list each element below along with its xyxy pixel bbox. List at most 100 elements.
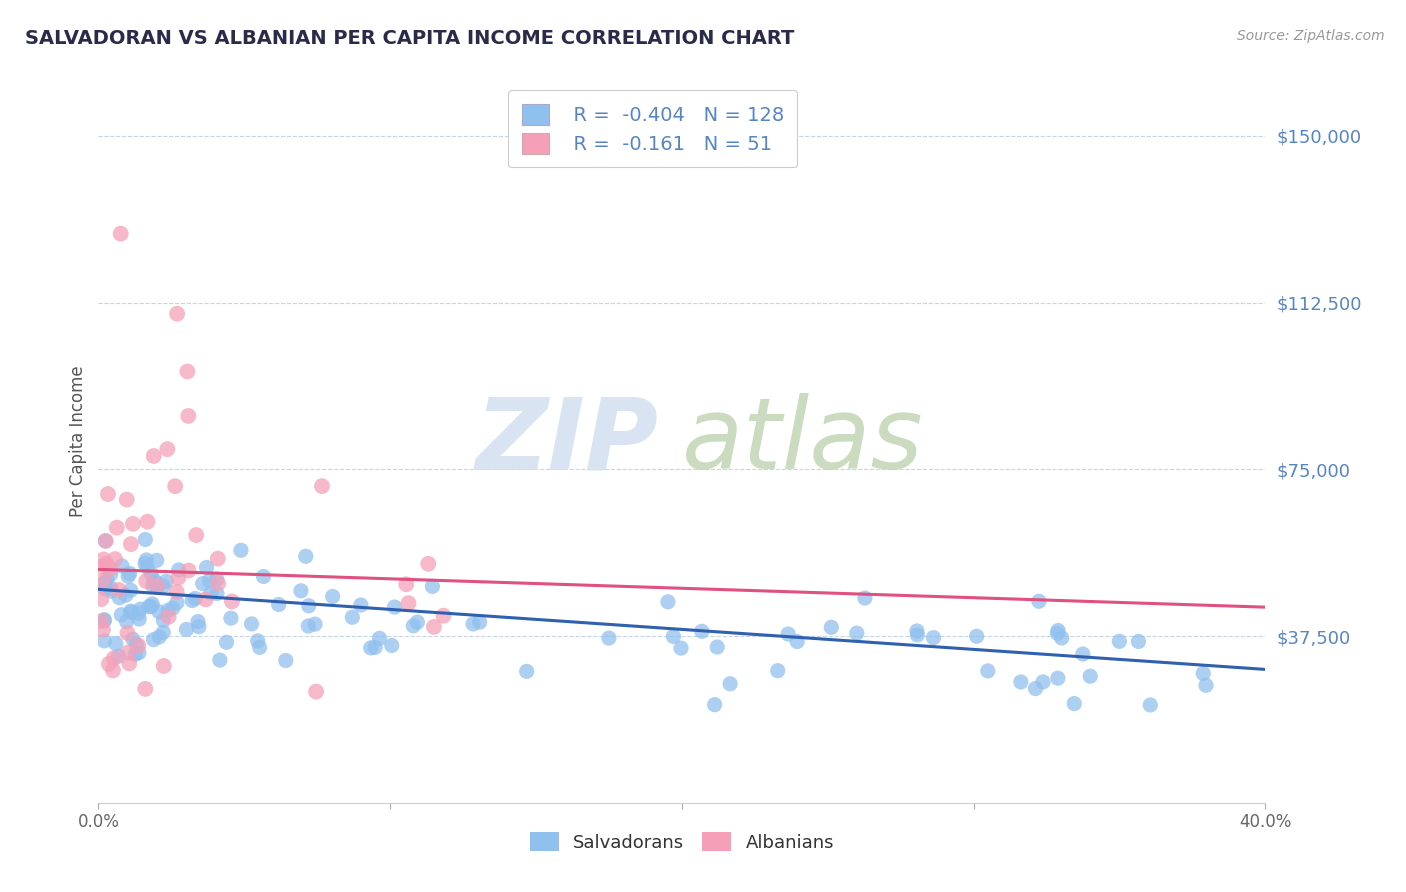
Point <box>718 677 741 691</box>
Point <box>820 620 842 634</box>
Point <box>249 640 271 655</box>
Point <box>1047 624 1070 638</box>
Point <box>90 559 112 574</box>
Point <box>165 479 187 493</box>
Point <box>905 628 928 642</box>
Point <box>221 594 243 608</box>
Point <box>166 596 188 610</box>
Point <box>98 562 121 576</box>
Point <box>1139 698 1161 712</box>
Point <box>97 657 120 671</box>
Point <box>766 664 789 678</box>
Point <box>141 597 163 611</box>
Point <box>468 615 491 629</box>
Point <box>117 626 139 640</box>
Point <box>198 574 221 588</box>
Point <box>187 615 209 629</box>
Point <box>127 607 149 621</box>
Point <box>364 640 387 655</box>
Point <box>117 646 139 660</box>
Point <box>108 582 131 597</box>
Point <box>152 614 174 628</box>
Point <box>166 585 188 599</box>
Point <box>93 613 115 627</box>
Point <box>200 586 222 600</box>
Point <box>100 581 122 595</box>
Point <box>662 629 685 643</box>
Point <box>141 599 163 614</box>
Point <box>125 638 148 652</box>
Point <box>208 653 231 667</box>
Point <box>93 576 115 591</box>
Point <box>142 449 165 463</box>
Point <box>905 624 928 638</box>
Point <box>96 557 118 571</box>
Point <box>246 633 269 648</box>
Point <box>297 619 319 633</box>
Point <box>94 533 117 548</box>
Point <box>146 579 169 593</box>
Point <box>117 569 139 583</box>
Point <box>91 623 114 637</box>
Point <box>205 586 228 600</box>
Point <box>94 533 117 548</box>
Point <box>922 631 945 645</box>
Point <box>93 552 115 566</box>
Text: Source: ZipAtlas.com: Source: ZipAtlas.com <box>1237 29 1385 43</box>
Point <box>120 537 142 551</box>
Point <box>166 307 188 321</box>
Point <box>1195 678 1218 692</box>
Point <box>398 596 420 610</box>
Point <box>118 657 141 671</box>
Point <box>135 553 157 567</box>
Point <box>706 640 728 654</box>
Point <box>152 579 174 593</box>
Point <box>423 620 446 634</box>
Point <box>94 582 117 596</box>
Point <box>191 576 214 591</box>
Point <box>120 606 142 620</box>
Point <box>418 557 440 571</box>
Point <box>384 600 406 615</box>
Point <box>157 609 180 624</box>
Point <box>108 591 131 605</box>
Point <box>181 593 204 607</box>
Point <box>778 627 800 641</box>
Point <box>219 611 242 625</box>
Point <box>129 602 152 616</box>
Point <box>110 227 132 241</box>
Point <box>1025 681 1047 696</box>
Point <box>128 646 150 660</box>
Point <box>121 632 143 646</box>
Point <box>432 608 454 623</box>
Point <box>966 629 988 643</box>
Text: SALVADORAN VS ALBANIAN PER CAPITA INCOME CORRELATION CHART: SALVADORAN VS ALBANIAN PER CAPITA INCOME… <box>25 29 794 47</box>
Point <box>305 684 328 698</box>
Point <box>1108 634 1130 648</box>
Point <box>152 625 174 640</box>
Point <box>322 590 344 604</box>
Point <box>107 649 129 664</box>
Point <box>252 569 274 583</box>
Point <box>461 616 484 631</box>
Point <box>104 637 127 651</box>
Point <box>177 564 200 578</box>
Point <box>1028 594 1050 608</box>
Point <box>111 558 134 573</box>
Point <box>703 698 725 712</box>
Point <box>143 574 166 588</box>
Point <box>156 603 179 617</box>
Point <box>598 631 620 645</box>
Point <box>207 551 229 566</box>
Point <box>93 614 115 628</box>
Point <box>145 553 167 567</box>
Point <box>207 576 229 591</box>
Point <box>128 612 150 626</box>
Point <box>311 479 333 493</box>
Point <box>274 653 297 667</box>
Point <box>148 605 170 619</box>
Point <box>1050 631 1073 645</box>
Point <box>195 560 218 574</box>
Point <box>853 591 876 605</box>
Point <box>422 579 444 593</box>
